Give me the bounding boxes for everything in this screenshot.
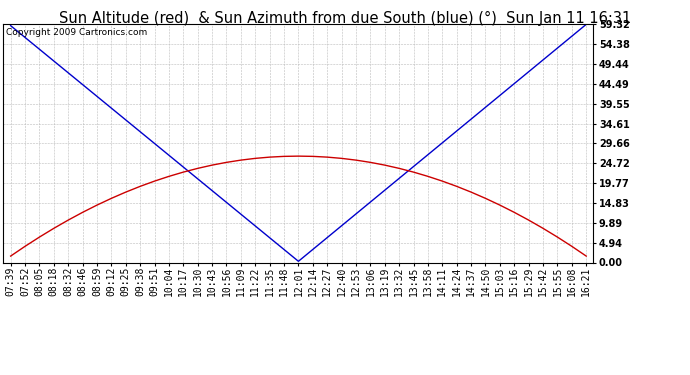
Text: Copyright 2009 Cartronics.com: Copyright 2009 Cartronics.com bbox=[6, 28, 148, 37]
Text: Sun Altitude (red)  & Sun Azimuth from due South (blue) (°)  Sun Jan 11 16:31: Sun Altitude (red) & Sun Azimuth from du… bbox=[59, 11, 631, 26]
